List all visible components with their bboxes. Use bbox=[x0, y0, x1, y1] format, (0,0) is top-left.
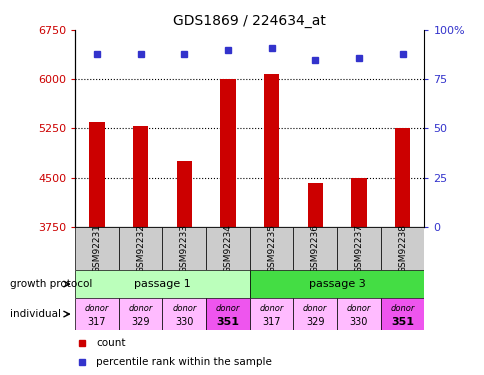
Bar bbox=[162, 298, 206, 330]
Text: donor: donor bbox=[172, 304, 196, 313]
Bar bbox=[119, 298, 162, 330]
Text: passage 3: passage 3 bbox=[308, 279, 365, 289]
Bar bbox=[75, 270, 249, 298]
Bar bbox=[336, 298, 380, 330]
Text: 330: 330 bbox=[175, 317, 193, 327]
Text: count: count bbox=[96, 338, 125, 348]
Text: GSM92238: GSM92238 bbox=[397, 224, 406, 273]
Text: GSM92235: GSM92235 bbox=[267, 224, 275, 273]
Bar bbox=[75, 227, 119, 270]
Title: GDS1869 / 224634_at: GDS1869 / 224634_at bbox=[173, 13, 326, 28]
Bar bbox=[249, 227, 293, 270]
Text: 329: 329 bbox=[131, 317, 150, 327]
Text: individual: individual bbox=[10, 309, 60, 319]
Text: GSM92232: GSM92232 bbox=[136, 224, 145, 273]
Text: donor: donor bbox=[128, 304, 152, 313]
Bar bbox=[293, 227, 336, 270]
Text: 330: 330 bbox=[349, 317, 367, 327]
Bar bbox=[307, 183, 322, 227]
Bar bbox=[162, 227, 206, 270]
Bar bbox=[293, 298, 336, 330]
Text: donor: donor bbox=[390, 304, 414, 313]
Text: 351: 351 bbox=[216, 317, 239, 327]
Bar bbox=[133, 126, 148, 227]
Text: donor: donor bbox=[215, 304, 240, 313]
Text: donor: donor bbox=[85, 304, 109, 313]
Bar bbox=[89, 122, 105, 227]
Bar bbox=[336, 227, 380, 270]
Bar bbox=[206, 227, 249, 270]
Text: GSM92231: GSM92231 bbox=[92, 224, 101, 273]
Bar bbox=[206, 298, 249, 330]
Text: GSM92234: GSM92234 bbox=[223, 224, 232, 273]
Text: growth protocol: growth protocol bbox=[10, 279, 92, 289]
Text: GSM92237: GSM92237 bbox=[354, 224, 363, 273]
Bar bbox=[220, 79, 235, 227]
Bar bbox=[249, 298, 293, 330]
Bar bbox=[176, 161, 192, 227]
Bar bbox=[350, 178, 366, 227]
Bar bbox=[119, 227, 162, 270]
Bar bbox=[380, 298, 424, 330]
Text: donor: donor bbox=[302, 304, 327, 313]
Text: percentile rank within the sample: percentile rank within the sample bbox=[96, 357, 272, 367]
Bar bbox=[263, 74, 279, 227]
Bar bbox=[249, 270, 424, 298]
Text: passage 1: passage 1 bbox=[134, 279, 191, 289]
Text: 329: 329 bbox=[305, 317, 324, 327]
Text: 317: 317 bbox=[88, 317, 106, 327]
Bar bbox=[394, 128, 409, 227]
Text: 351: 351 bbox=[390, 317, 413, 327]
Bar bbox=[75, 298, 119, 330]
Text: GSM92233: GSM92233 bbox=[180, 224, 188, 273]
Text: 317: 317 bbox=[262, 317, 280, 327]
Bar bbox=[380, 227, 424, 270]
Text: GSM92236: GSM92236 bbox=[310, 224, 319, 273]
Text: donor: donor bbox=[346, 304, 370, 313]
Text: donor: donor bbox=[259, 304, 283, 313]
